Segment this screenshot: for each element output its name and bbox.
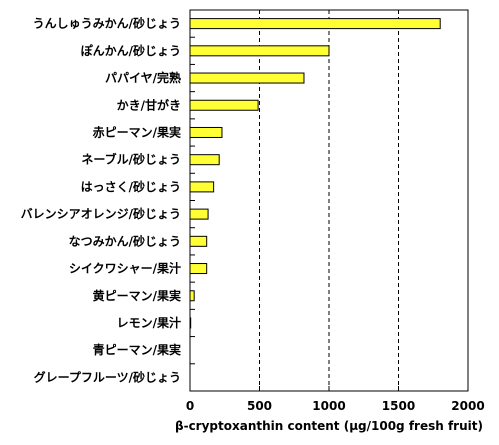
x-tick-label: 1500 xyxy=(382,399,415,413)
category-label: 赤ピーマン/果実 xyxy=(93,124,181,139)
category-label: なつみかん/砂じょう xyxy=(69,233,181,248)
category-label: パパイヤ/完熟 xyxy=(105,70,181,85)
bar xyxy=(189,263,208,275)
bar xyxy=(189,18,441,30)
bar xyxy=(189,235,208,247)
bar xyxy=(189,208,209,220)
category-label: かき/甘がき xyxy=(117,97,181,112)
x-tick-label: 2000 xyxy=(451,399,484,413)
x-tick-label: 1000 xyxy=(312,399,345,413)
x-tick-label: 500 xyxy=(247,399,272,413)
bar xyxy=(189,126,223,138)
bar xyxy=(189,99,259,111)
category-label: グレープフルーツ/砂じょう xyxy=(34,369,181,384)
category-label: レモン/果汁 xyxy=(117,315,181,330)
bar-series xyxy=(189,18,441,329)
bar xyxy=(189,45,330,57)
bar xyxy=(189,72,305,84)
category-label: はっさく/砂じょう xyxy=(81,179,181,194)
bar xyxy=(189,181,215,193)
category-label: 青ピーマン/果実 xyxy=(93,342,181,357)
x-tick-label: 0 xyxy=(186,399,194,413)
category-label: 黄ピーマン/果実 xyxy=(93,288,181,303)
x-tick-labels: 0 500 1000 1500 2000 xyxy=(186,399,485,413)
category-label: ネーブル/砂じょう xyxy=(81,152,181,167)
bar xyxy=(189,154,220,166)
category-label: ぽんかん/砂じょう xyxy=(81,43,181,58)
gridlines xyxy=(259,10,399,391)
category-label: シイクワシャー/果汁 xyxy=(69,261,181,276)
x-axis-label: β-cryptoxanthin content (μg/100g fresh f… xyxy=(175,419,483,433)
axes xyxy=(189,9,469,392)
bar xyxy=(189,290,195,302)
category-label: うんしゅうみかん/砂じょう xyxy=(33,16,181,31)
category-labels: うんしゅうみかん/砂じょうぽんかん/砂じょうパパイヤ/完熟かき/甘がき赤ピーマン… xyxy=(21,16,181,385)
category-label: バレンシアオレンジ/砂じょう xyxy=(21,206,181,221)
